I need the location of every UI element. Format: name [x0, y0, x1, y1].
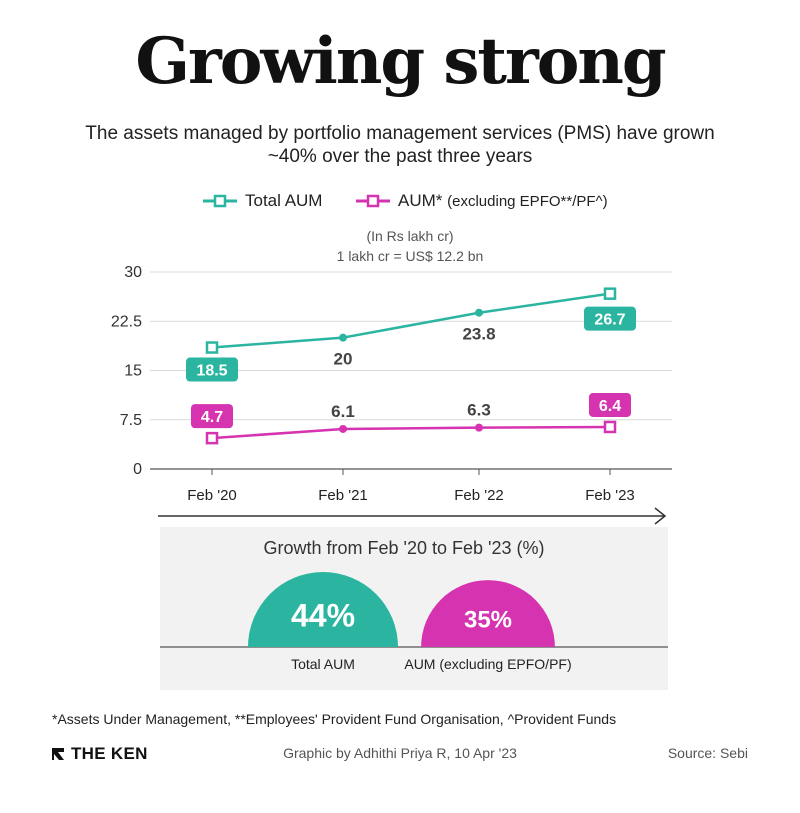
data-point — [339, 333, 347, 342]
x-tick-label: Feb '23 — [585, 487, 635, 504]
data-label: 6.4 — [599, 398, 621, 415]
growth-dome — [248, 572, 398, 647]
legend-label-aum-excl-main: AUM* — [398, 191, 443, 210]
legend-marker-total-aum — [203, 194, 237, 208]
data-label: 23.8 — [462, 325, 495, 344]
data-label-badge — [186, 357, 238, 382]
subtitle-line-1: The assets managed by portfolio manageme… — [85, 123, 715, 144]
growth-panel — [160, 527, 668, 690]
y-tick-label: 0 — [133, 461, 142, 478]
growth-title: Growth from Feb '20 to Feb '23 (%) — [264, 538, 545, 558]
growth-domes: 44% Total AUM 35% AUM (excluding EPFO/PF) — [160, 572, 668, 672]
legend-label-total-aum: Total AUM — [245, 191, 323, 210]
brand-logo: THE KEN — [50, 744, 148, 764]
legend-item-aum-excl: AUM* (excluding EPFO**/PF^) — [356, 191, 608, 211]
series-line — [211, 425, 611, 440]
series-line — [211, 292, 611, 349]
data-point — [603, 287, 617, 300]
timeline-arrow — [158, 507, 667, 525]
y-axis-ticks: 30 22.5 15 7.5 0 — [111, 264, 142, 478]
data-label: 6.3 — [467, 401, 491, 420]
graphic-credit: Graphic by Adhithi Priya R, 10 Apr '23 — [283, 745, 517, 761]
brand-mark-icon — [52, 748, 64, 760]
subtitle: The assets managed by portfolio manageme… — [60, 122, 740, 168]
legend-label-aum-excl: AUM* (excluding EPFO**/PF^) — [398, 191, 608, 211]
conversion-note: 1 lakh cr = US$ 12.2 bn — [336, 248, 484, 264]
growth-value: 44% — [291, 598, 355, 634]
y-tick-label: 15 — [124, 363, 142, 380]
legend-item-total-aum: Total AUM — [203, 191, 322, 211]
data-label: 6.1 — [331, 402, 355, 421]
data-point — [339, 424, 347, 433]
units-note: (In Rs lakh cr) — [366, 228, 454, 244]
data-point — [205, 431, 219, 445]
x-tick-label: Feb '21 — [318, 487, 368, 504]
data-point — [475, 423, 483, 432]
data-point — [205, 341, 219, 354]
data-label-badge — [584, 306, 636, 331]
data-label-badge — [589, 392, 631, 417]
legend-label-aum-excl-sub: (excluding EPFO**/PF^) — [447, 193, 608, 210]
y-tick-label: 22.5 — [111, 313, 142, 330]
subtitle-line-2: ~40% over the past three years — [267, 146, 533, 167]
data-point — [475, 308, 483, 317]
data-label: 18.5 — [196, 363, 227, 380]
data-labels: 18.5 20 23.8 26.7 4.7 6.1 6.3 6.4 — [186, 306, 636, 429]
chart-series — [205, 287, 617, 445]
x-axis-ticks: Feb '20 Feb '21 Feb '22 Feb '23 — [187, 469, 635, 504]
source-note: Source: Sebi — [667, 745, 748, 761]
data-label: 26.7 — [594, 312, 625, 329]
data-label: 4.7 — [201, 409, 223, 426]
y-tick-label: 7.5 — [120, 412, 142, 429]
growth-dome — [421, 580, 555, 647]
y-tick-label: 30 — [124, 264, 142, 281]
legend-marker-aum-excl — [356, 194, 390, 208]
growth-category-label: AUM (excluding EPFO/PF) — [404, 656, 571, 672]
growth-value: 35% — [464, 606, 512, 633]
footnote: *Assets Under Management, **Employees' P… — [52, 711, 617, 727]
x-tick-label: Feb '20 — [187, 487, 237, 504]
data-point — [603, 420, 617, 434]
brand-name: THE KEN — [71, 744, 148, 763]
x-tick-label: Feb '22 — [454, 487, 504, 504]
chart-legend: Total AUM AUM* (excluding EPFO**/PF^) — [0, 191, 800, 215]
growth-category-label: Total AUM — [291, 656, 355, 672]
page-title: Growing strong — [135, 24, 666, 99]
data-label: 20 — [334, 350, 353, 369]
data-label-badge — [191, 404, 233, 429]
